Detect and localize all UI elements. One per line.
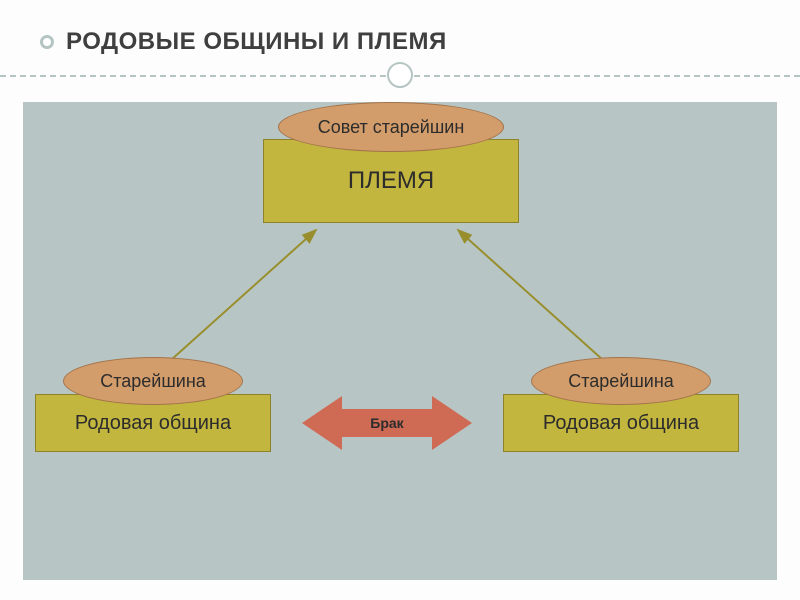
dash-line-left	[0, 75, 386, 77]
elder-left-ellipse: Старейшина	[63, 357, 243, 405]
marriage-label: Брак	[370, 415, 403, 431]
arrow-line-right	[458, 230, 603, 360]
clan-left-label: Родовая община	[75, 412, 231, 435]
slide-root: РОДОВЫЕ ОБЩИНЫ И ПЛЕМЯ ПЛЕМЯ Совет старе…	[0, 0, 800, 600]
clan-right-label: Родовая община	[543, 412, 699, 435]
divider	[0, 62, 800, 90]
slide-title: РОДОВЫЕ ОБЩИНЫ И ПЛЕМЯ	[66, 28, 447, 56]
marriage-double-arrow: Брак	[302, 392, 472, 454]
council-label: Совет старейшин	[318, 117, 465, 138]
diagram-canvas: ПЛЕМЯ Совет старейшин Родовая община Ста…	[23, 102, 777, 580]
elder-right-ellipse: Старейшина	[531, 357, 711, 405]
divider-circle-icon	[387, 62, 413, 88]
elder-right-label: Старейшина	[568, 371, 674, 392]
elder-left-label: Старейшина	[100, 371, 206, 392]
council-ellipse: Совет старейшин	[278, 102, 504, 152]
tribe-label: ПЛЕМЯ	[348, 167, 434, 195]
arrow-line-left	[171, 230, 316, 360]
bullet-icon	[40, 35, 54, 49]
title-row: РОДОВЫЕ ОБЩИНЫ И ПЛЕМЯ	[40, 28, 447, 56]
dash-line-right	[414, 75, 800, 77]
